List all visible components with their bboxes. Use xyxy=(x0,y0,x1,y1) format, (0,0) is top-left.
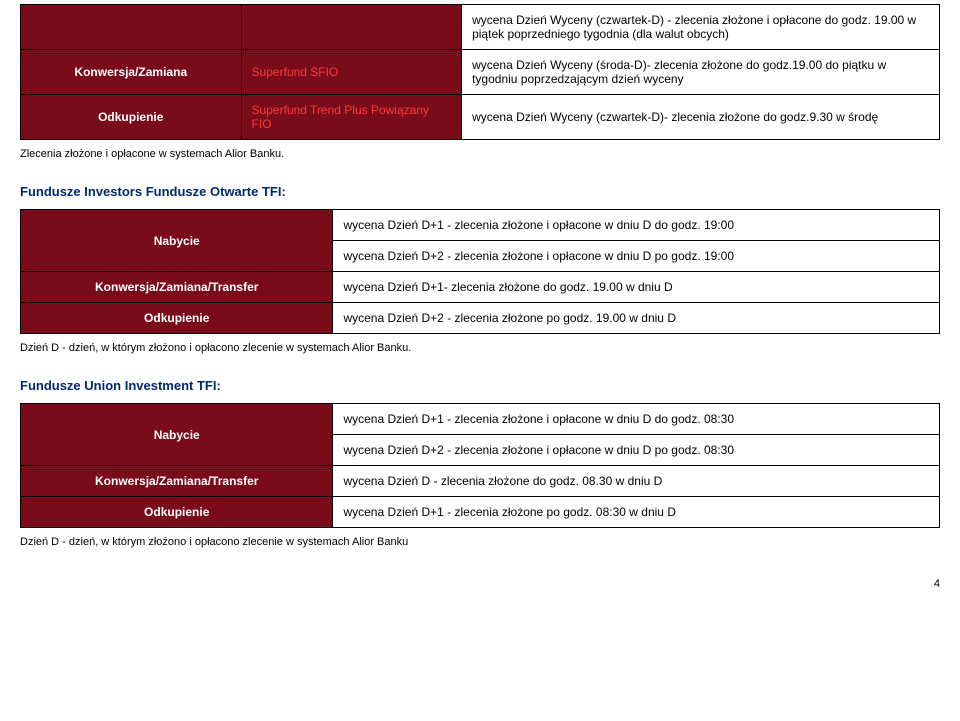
cell-superfund-trend: Superfund Trend Plus Powiązany FIO xyxy=(241,95,462,140)
cell-blank-0-1 xyxy=(241,5,462,50)
row-label-odkupienie-2: Odkupienie xyxy=(21,303,333,334)
page-number: 4 xyxy=(20,578,940,590)
cell-uni-1-1: wycena Dzień D - zlecenia złożone do god… xyxy=(333,466,940,497)
cell-1-2: wycena Dzień Wyceny (środa-D)- zlecenia … xyxy=(462,50,940,95)
cell-uni-0-1b: wycena Dzień D+2 - zlecenia złożone i op… xyxy=(333,435,940,466)
row-label-konwersja-transfer: Konwersja/Zamiana/Transfer xyxy=(21,272,333,303)
row-label-konwersja: Konwersja/Zamiana xyxy=(21,50,242,95)
table-investors: Nabycie wycena Dzień D+1 - zlecenia złoż… xyxy=(20,209,940,334)
row-label-odkupienie: Odkupienie xyxy=(21,95,242,140)
cell-inv-1-1: wycena Dzień D+1- zlecenia złożone do go… xyxy=(333,272,940,303)
table-superfund: wycena Dzień Wyceny (czwartek-D) - zlece… xyxy=(20,4,940,140)
cell-blank-0-0 xyxy=(21,5,242,50)
cell-uni-0-1a: wycena Dzień D+1 - zlecenia złożone i op… xyxy=(333,404,940,435)
cell-2-2: wycena Dzień Wyceny (czwartek-D)- zlecen… xyxy=(462,95,940,140)
section-title-investors: Fundusze Investors Fundusze Otwarte TFI: xyxy=(20,184,940,199)
row-label-nabycie-2: Nabycie xyxy=(21,404,333,466)
red-text: Superfund Trend Plus Powiązany FIO xyxy=(252,103,429,131)
note-2: Dzień D - dzień, w którym złożono i opła… xyxy=(20,536,940,548)
row-label-nabycie: Nabycie xyxy=(21,210,333,272)
row-label-odkupienie-3: Odkupienie xyxy=(21,497,333,528)
cell-inv-0-1a: wycena Dzień D+1 - zlecenia złożone i op… xyxy=(333,210,940,241)
cell-superfund-sfio: Superfund SFIO xyxy=(241,50,462,95)
cell-inv-2-1: wycena Dzień D+2 - zlecenia złożone po g… xyxy=(333,303,940,334)
note-0: Zlecenia złożone i opłacone w systemach … xyxy=(20,148,940,160)
note-1: Dzień D - dzień, w którym złożono i opła… xyxy=(20,342,940,354)
row-label-konwersja-transfer-2: Konwersja/Zamiana/Transfer xyxy=(21,466,333,497)
cell-0-2: wycena Dzień Wyceny (czwartek-D) - zlece… xyxy=(462,5,940,50)
cell-inv-0-1b: wycena Dzień D+2 - zlecenia złożone i op… xyxy=(333,241,940,272)
section-title-union: Fundusze Union Investment TFI: xyxy=(20,378,940,393)
cell-uni-2-1: wycena Dzień D+1 - zlecenia złożone po g… xyxy=(333,497,940,528)
table-union: Nabycie wycena Dzień D+1 - zlecenia złoż… xyxy=(20,403,940,528)
red-text: Superfund SFIO xyxy=(252,65,339,79)
